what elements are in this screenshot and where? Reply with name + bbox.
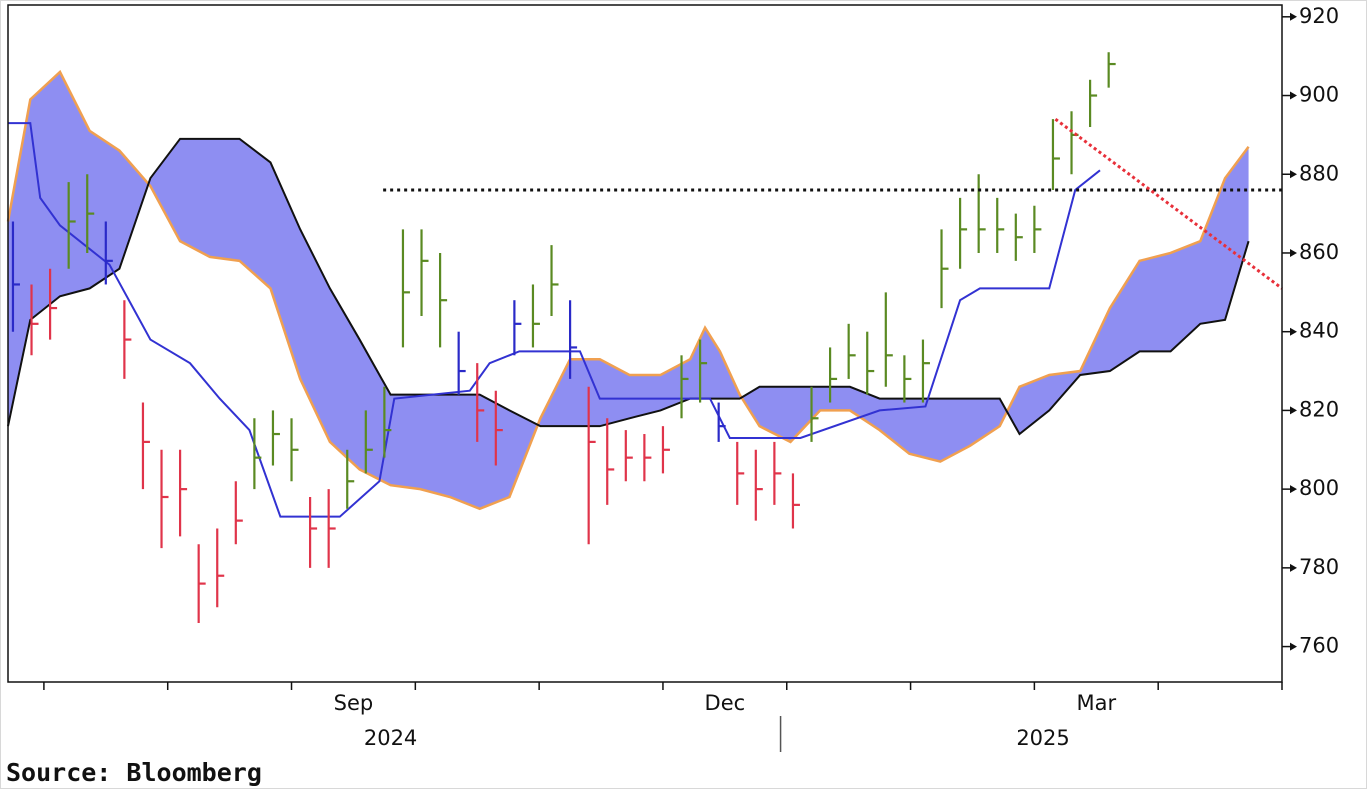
y-tick-label: 780 bbox=[1299, 555, 1339, 579]
y-tick-arrow bbox=[1290, 12, 1297, 21]
trend-line bbox=[1054, 117, 1283, 290]
y-tick-label: 900 bbox=[1299, 83, 1339, 107]
y-tick-label: 860 bbox=[1299, 240, 1339, 264]
year-label: 2024 bbox=[364, 726, 417, 750]
year-label: 2025 bbox=[1016, 726, 1069, 750]
x-tick-label: Sep bbox=[334, 691, 374, 715]
y-tick-arrow bbox=[1290, 170, 1297, 179]
y-tick-arrow bbox=[1290, 563, 1297, 572]
y-tick-arrow bbox=[1290, 248, 1297, 257]
x-tick-label: Mar bbox=[1076, 691, 1116, 715]
y-tick-label: 800 bbox=[1299, 476, 1339, 500]
y-tick-label: 760 bbox=[1299, 634, 1339, 658]
y-tick-arrow bbox=[1290, 91, 1297, 100]
leading-span-a bbox=[6, 69, 1250, 511]
base-line bbox=[8, 122, 1101, 518]
y-tick-label: 820 bbox=[1299, 397, 1339, 421]
y-tick-arrow bbox=[1290, 642, 1297, 651]
source: Source: Bloomberg bbox=[6, 758, 262, 787]
y-tick-label: 880 bbox=[1299, 161, 1339, 185]
y-tick-label: 840 bbox=[1299, 319, 1339, 343]
x-tick-label: Dec bbox=[705, 691, 746, 715]
y-tick-arrow bbox=[1290, 327, 1297, 336]
y-tick-arrow bbox=[1290, 406, 1297, 415]
y-tick-label: 920 bbox=[1299, 4, 1339, 28]
y-tick-arrow bbox=[1290, 485, 1297, 494]
plot-border bbox=[7, 4, 1283, 683]
leading-span-b bbox=[7, 137, 1250, 436]
